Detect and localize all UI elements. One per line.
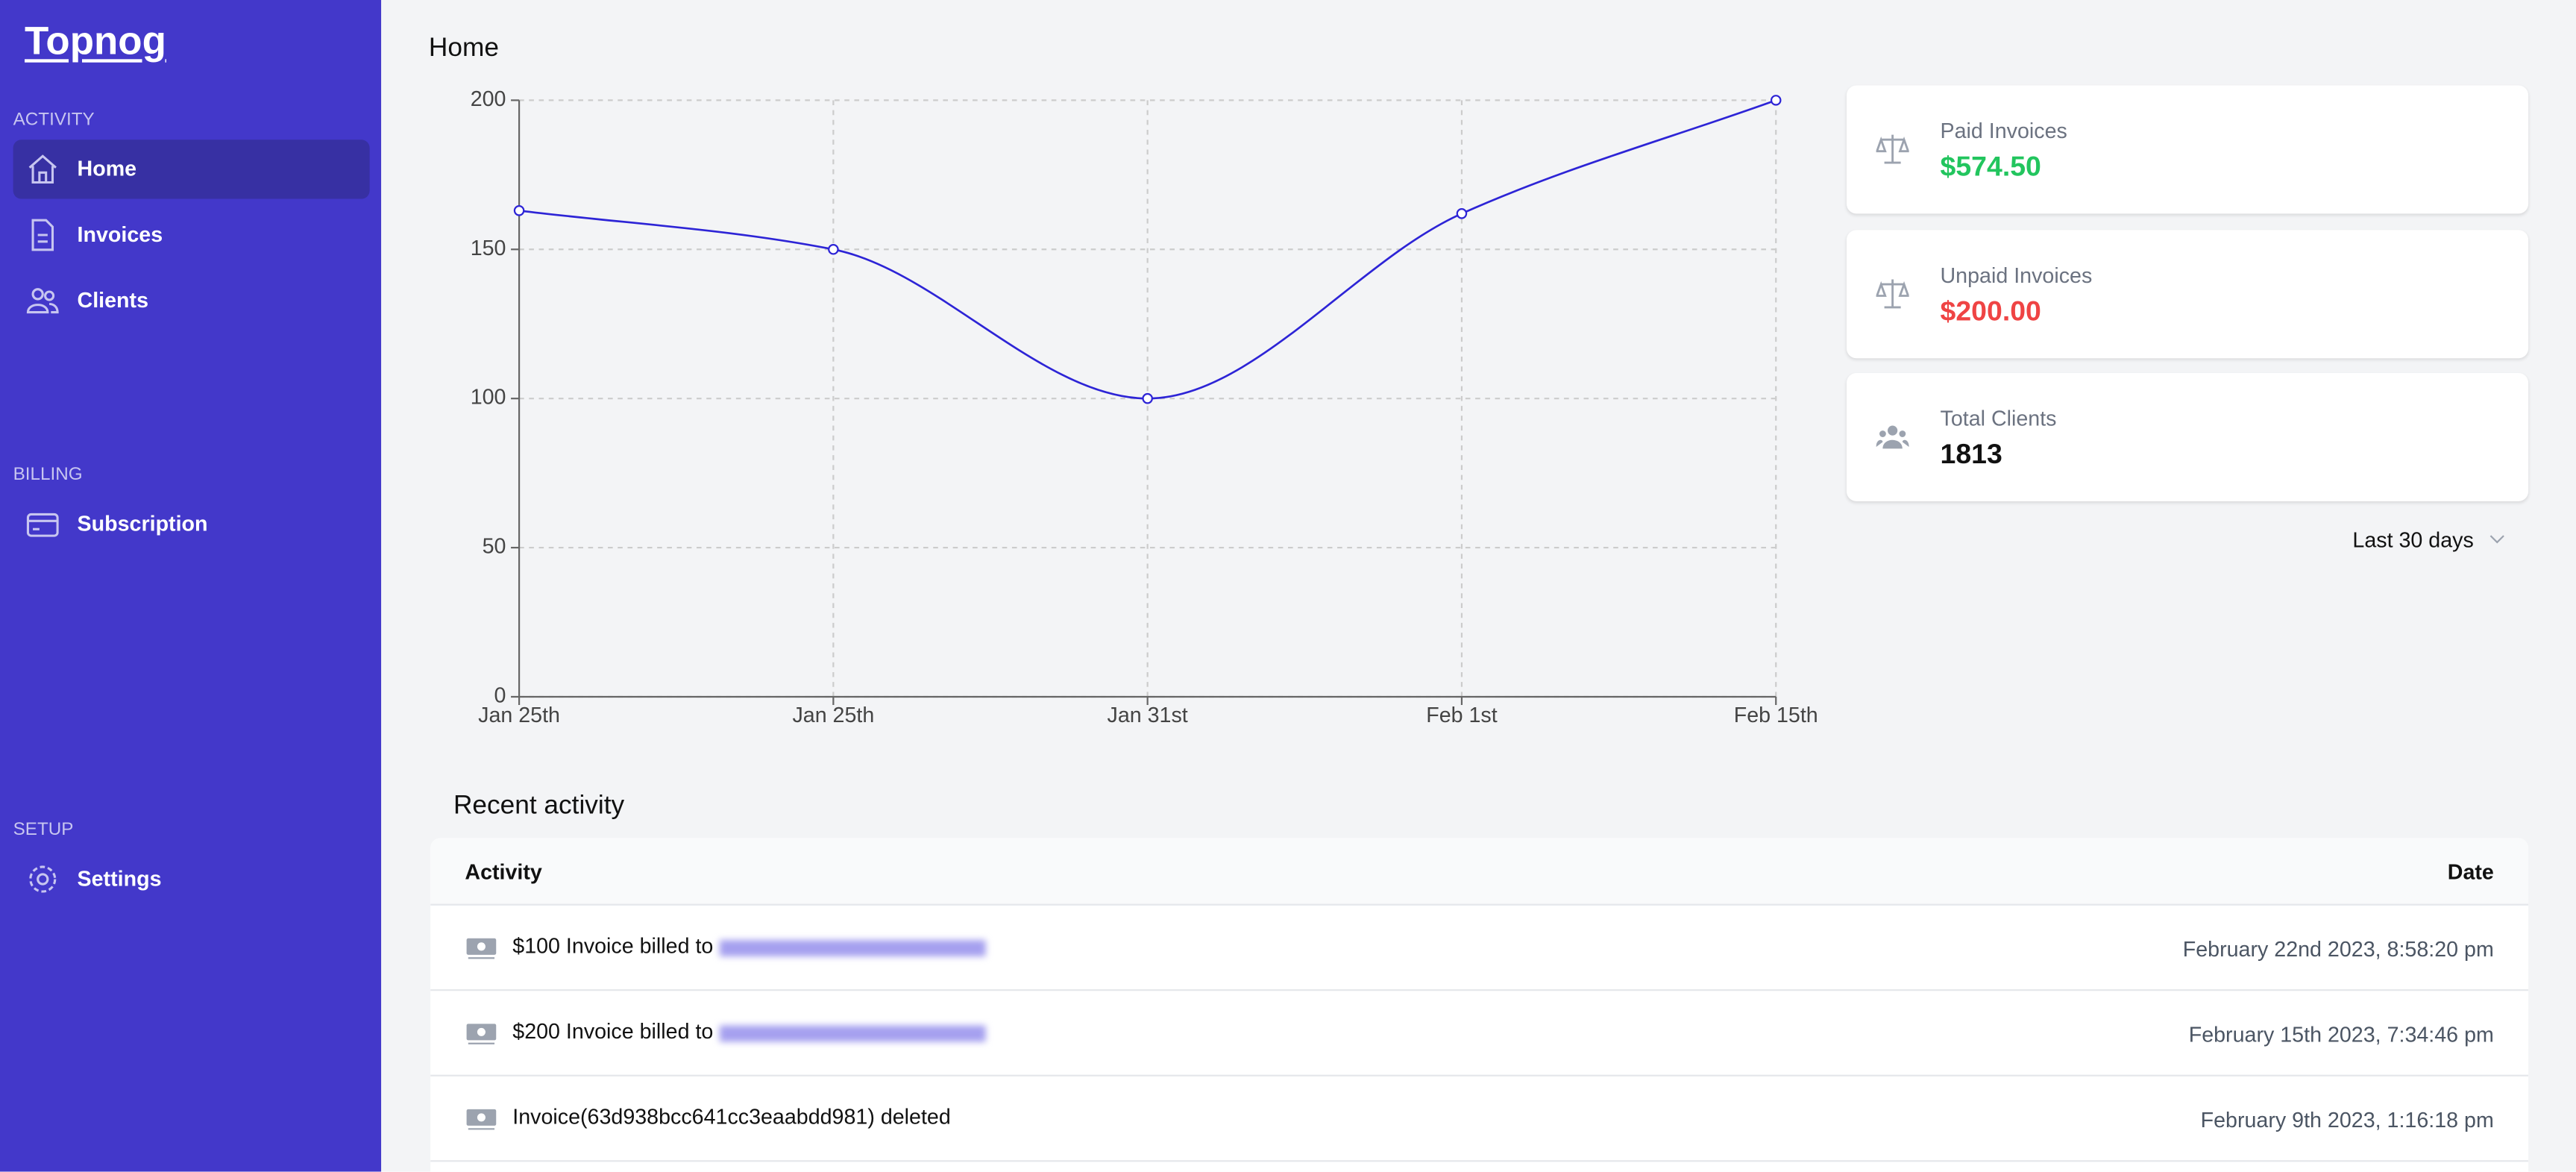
activity-date: February 22nd 2023, 8:58:20 pm <box>2182 936 2494 962</box>
nav-item[interactable]: Home <box>13 140 370 199</box>
table-row: $100 Invoice billed to February 22nd 2023… <box>430 906 2529 991</box>
x-tick-label: Jan 25th <box>478 703 560 727</box>
sidebar: Topnog ACTIVITY Home Invoices Clients BI… <box>0 0 382 1172</box>
redacted <box>720 1024 987 1041</box>
point <box>1142 392 1153 404</box>
y-tick-label: 0 <box>494 684 506 708</box>
activity-label: $100 Invoice billed to <box>512 933 714 959</box>
activity-date: February 9th 2023, 1:16:18 pm <box>2200 1107 2494 1132</box>
stat-card: Unpaid Invoices $200.00 <box>1846 230 2529 359</box>
nav-item[interactable]: Invoices <box>13 205 370 264</box>
y-tick-label: 200 <box>471 87 506 111</box>
nav-item[interactable]: Subscription <box>13 495 370 554</box>
nav-item[interactable]: Settings <box>13 850 370 909</box>
activity-text: $100 Invoice billed to <box>512 933 987 959</box>
section-title: SETUP <box>13 820 74 840</box>
money-icon <box>466 1024 497 1044</box>
section-title: ACTIVITY <box>13 110 95 131</box>
nav-label: Invoices <box>77 222 163 247</box>
point <box>1456 208 1468 219</box>
nav-label: Settings <box>77 865 162 891</box>
stat-card: Total Clients 1813 <box>1846 373 2529 501</box>
column-header: Activity <box>465 859 542 885</box>
redacted <box>720 939 987 956</box>
y-tick-label: 150 <box>471 236 506 260</box>
table-row: Invoice(63d938bcc641cc3eaabdd981) delete… <box>430 1077 2529 1162</box>
x-tick-label: Feb 1st <box>1426 703 1498 727</box>
table-row: $200 Invoice billed to February 15th 2023… <box>430 991 2529 1077</box>
logo[interactable]: Topnog <box>25 19 166 64</box>
y-tick-label: 50 <box>483 535 506 559</box>
x-tick-label: Jan 25th <box>792 703 874 727</box>
table-header: Activity Date <box>430 838 2529 906</box>
stat-value: $574.50 <box>1940 151 2041 183</box>
activity-text: $200 Invoice billed to <box>512 1018 987 1044</box>
stat-value: $200.00 <box>1940 295 2041 328</box>
x-tick-label: Feb 15th <box>1734 703 1818 727</box>
range-select[interactable]: Last 30 days <box>2352 527 2506 552</box>
money-icon <box>466 938 497 959</box>
point <box>513 205 525 216</box>
activity-text: Invoice(63d938bcc641cc3eaabdd981) delete… <box>512 1104 951 1129</box>
activity-date: February 15th 2023, 7:34:46 pm <box>2188 1022 2494 1047</box>
section-title: BILLING <box>13 465 83 485</box>
section-title: Recent activity <box>453 792 625 821</box>
nav-item[interactable]: Clients <box>13 271 370 330</box>
stat-label: Unpaid Invoices <box>1940 263 2093 288</box>
point <box>1770 95 1782 106</box>
stat-card: Paid Invoices $574.50 <box>1846 85 2529 214</box>
money-icon <box>466 1109 497 1130</box>
chart: 0 50 100 150 200 Jan 25th Jan 25th Jan 31st Feb … <box>471 87 1818 727</box>
nav-label: Clients <box>77 287 149 313</box>
x-tick-label: Jan 31st <box>1108 703 1188 727</box>
page-title: Home <box>428 34 499 63</box>
activity-table: Activity Date $100 Invoice billed to Febru… <box>430 838 2529 1172</box>
chevron <box>2489 535 2504 544</box>
stat-label: Total Clients <box>1940 406 2057 431</box>
y-tick-label: 100 <box>471 386 506 410</box>
stat-value: 1813 <box>1940 439 2002 471</box>
activity-label: $200 Invoice billed to <box>512 1018 714 1044</box>
column-header: Date <box>2447 859 2494 885</box>
stat-label: Paid Invoices <box>1940 118 2067 143</box>
range-label: Last 30 days <box>2352 527 2474 553</box>
point <box>828 244 839 255</box>
nav-label: Subscription <box>77 511 208 536</box>
nav-label: Home <box>77 156 137 181</box>
